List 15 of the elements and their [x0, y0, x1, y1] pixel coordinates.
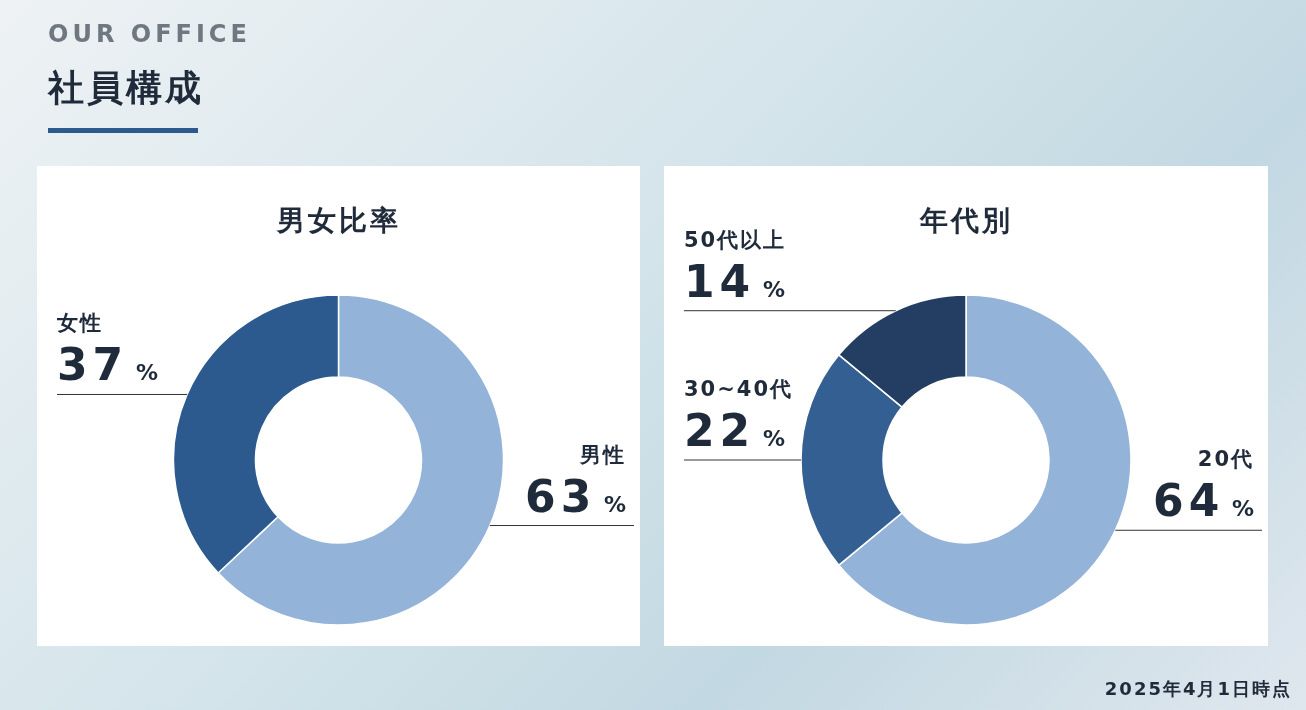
chart-title: 年代別: [918, 204, 1013, 237]
slice-label: 男性: [579, 442, 626, 467]
data-label: 63 %: [525, 470, 626, 522]
chart-title: 男女比率: [275, 204, 401, 237]
slice-label: 30~40代: [684, 377, 794, 401]
data-label: 37 %: [57, 339, 158, 391]
data-label: 22 %: [684, 405, 785, 456]
slice-label: 女性: [56, 311, 103, 336]
slice-label: 20代: [1197, 447, 1254, 472]
slice-label: 50代以上: [684, 227, 787, 252]
text: 2025年4月1日時点: [1104, 678, 1292, 699]
data-label: 14 %: [684, 255, 785, 307]
text: OUR OFFICE: [48, 20, 251, 48]
data-label: 64 %: [1153, 475, 1254, 527]
text: 社員構成: [47, 67, 204, 108]
